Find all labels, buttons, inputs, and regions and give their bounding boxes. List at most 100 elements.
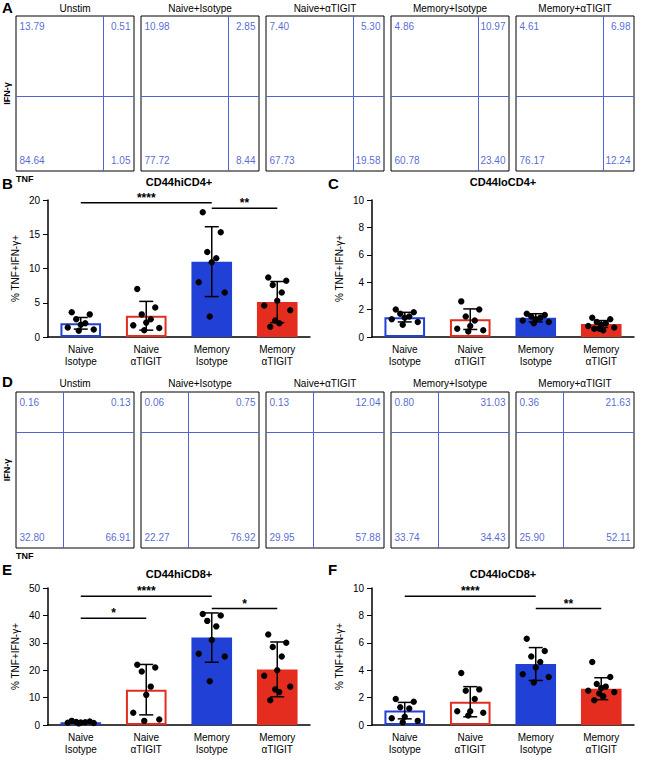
svg-text:IFN-γ: IFN-γ <box>2 459 12 482</box>
svg-text:32.80: 32.80 <box>20 532 45 543</box>
svg-text:F: F <box>328 561 337 578</box>
svg-text:CD44hiCD4+: CD44hiCD4+ <box>146 176 212 188</box>
svg-text:Memory: Memory <box>259 732 295 743</box>
svg-text:Unstim: Unstim <box>59 378 90 389</box>
svg-text:A: A <box>2 0 13 16</box>
svg-text:0.51: 0.51 <box>111 21 131 32</box>
svg-text:13.79: 13.79 <box>20 21 45 32</box>
svg-text:Naive: Naive <box>68 732 94 743</box>
svg-text:7.40: 7.40 <box>270 21 290 32</box>
svg-text:**: ** <box>564 597 574 611</box>
svg-text:Isotype: Isotype <box>196 356 229 367</box>
svg-text:20: 20 <box>29 195 41 206</box>
svg-text:0.80: 0.80 <box>395 397 415 408</box>
svg-text:23.40: 23.40 <box>480 155 505 166</box>
svg-text:Isotype: Isotype <box>389 744 422 755</box>
svg-text:6: 6 <box>358 637 364 648</box>
svg-text:% TNF+IFN-γ+: % TNF+IFN-γ+ <box>10 623 21 690</box>
svg-text:Naive: Naive <box>68 344 94 355</box>
svg-text:0: 0 <box>34 332 40 343</box>
svg-text:Naive: Naive <box>133 344 159 355</box>
svg-text:Naive: Naive <box>392 732 418 743</box>
svg-text:67.73: 67.73 <box>270 155 295 166</box>
svg-text:0.13: 0.13 <box>111 397 131 408</box>
svg-text:Naive+Isotype: Naive+Isotype <box>168 378 232 389</box>
svg-text:0: 0 <box>358 720 364 731</box>
svg-text:αTIGIT: αTIGIT <box>586 744 617 755</box>
svg-text:8.44: 8.44 <box>236 155 256 166</box>
svg-text:50: 50 <box>29 583 41 594</box>
svg-text:6.98: 6.98 <box>611 21 631 32</box>
svg-text:Memory: Memory <box>259 344 295 355</box>
svg-text:8: 8 <box>358 222 364 233</box>
svg-text:Isotype: Isotype <box>520 744 553 755</box>
svg-text:Naive: Naive <box>133 732 159 743</box>
svg-text:αTIGIT: αTIGIT <box>455 744 486 755</box>
svg-text:% TNF+IFN-γ+: % TNF+IFN-γ+ <box>334 235 345 302</box>
svg-text:Memory+Isotype: Memory+Isotype <box>413 3 488 14</box>
svg-text:1.05: 1.05 <box>111 155 131 166</box>
svg-text:Unstim: Unstim <box>59 3 90 14</box>
svg-text:αTIGIT: αTIGIT <box>586 356 617 367</box>
svg-text:4.86: 4.86 <box>395 21 415 32</box>
svg-text:Naive: Naive <box>392 344 418 355</box>
svg-text:Naive+αTIGIT: Naive+αTIGIT <box>294 3 357 14</box>
svg-text:CD44loCD4+: CD44loCD4+ <box>470 176 536 188</box>
svg-text:30: 30 <box>29 637 41 648</box>
svg-text:Isotype: Isotype <box>65 356 98 367</box>
svg-text:IFN-γ: IFN-γ <box>2 82 12 105</box>
svg-text:TNF: TNF <box>16 174 34 184</box>
svg-text:2: 2 <box>358 304 364 315</box>
svg-text:Naive+Isotype: Naive+Isotype <box>168 3 232 14</box>
svg-text:6: 6 <box>358 249 364 260</box>
svg-text:Memory: Memory <box>583 732 619 743</box>
svg-text:**: ** <box>240 196 250 210</box>
svg-text:Isotype: Isotype <box>196 744 229 755</box>
svg-text:Memory+αTIGIT: Memory+αTIGIT <box>538 3 611 14</box>
svg-text:2: 2 <box>358 692 364 703</box>
svg-text:21.63: 21.63 <box>605 397 630 408</box>
svg-text:Memory: Memory <box>194 344 230 355</box>
svg-text:10: 10 <box>353 195 365 206</box>
svg-text:TNF: TNF <box>16 551 34 561</box>
svg-text:B: B <box>2 175 13 192</box>
svg-text:10: 10 <box>353 583 365 594</box>
svg-text:31.03: 31.03 <box>480 397 505 408</box>
svg-text:0.06: 0.06 <box>145 397 165 408</box>
svg-text:αTIGIT: αTIGIT <box>131 356 162 367</box>
svg-text:*: * <box>111 606 116 620</box>
svg-text:12.04: 12.04 <box>355 397 380 408</box>
svg-text:5: 5 <box>34 297 40 308</box>
svg-text:8: 8 <box>358 610 364 621</box>
svg-text:CD44loCD8+: CD44loCD8+ <box>470 568 536 580</box>
svg-text:% TNF+IFN-γ+: % TNF+IFN-γ+ <box>334 623 345 690</box>
svg-text:4.61: 4.61 <box>520 21 540 32</box>
svg-text:C: C <box>328 175 339 192</box>
svg-text:22.27: 22.27 <box>145 532 170 543</box>
svg-text:10.97: 10.97 <box>480 21 505 32</box>
svg-text:4: 4 <box>358 277 364 288</box>
svg-text:αTIGIT: αTIGIT <box>262 356 293 367</box>
svg-text:76.17: 76.17 <box>520 155 545 166</box>
svg-text:CD44hiCD8+: CD44hiCD8+ <box>146 568 212 580</box>
svg-text:10.98: 10.98 <box>145 21 170 32</box>
svg-text:66.91: 66.91 <box>105 532 130 543</box>
svg-text:Naive: Naive <box>457 732 483 743</box>
svg-text:αTIGIT: αTIGIT <box>262 744 293 755</box>
svg-text:Memory+αTIGIT: Memory+αTIGIT <box>538 378 611 389</box>
svg-text:Memory: Memory <box>194 732 230 743</box>
svg-text:84.64: 84.64 <box>20 155 45 166</box>
svg-text:Memory: Memory <box>518 344 554 355</box>
svg-text:0: 0 <box>358 332 364 343</box>
svg-text:αTIGIT: αTIGIT <box>455 356 486 367</box>
svg-text:0.13: 0.13 <box>270 397 290 408</box>
svg-text:E: E <box>2 561 12 578</box>
svg-text:D: D <box>2 373 13 390</box>
svg-text:57.88: 57.88 <box>355 532 380 543</box>
svg-text:33.74: 33.74 <box>395 532 420 543</box>
svg-text:Memory+Isotype: Memory+Isotype <box>413 378 488 389</box>
svg-text:αTIGIT: αTIGIT <box>131 744 162 755</box>
svg-text:10: 10 <box>29 263 41 274</box>
svg-text:52.11: 52.11 <box>606 532 631 543</box>
svg-text:12.24: 12.24 <box>605 155 630 166</box>
